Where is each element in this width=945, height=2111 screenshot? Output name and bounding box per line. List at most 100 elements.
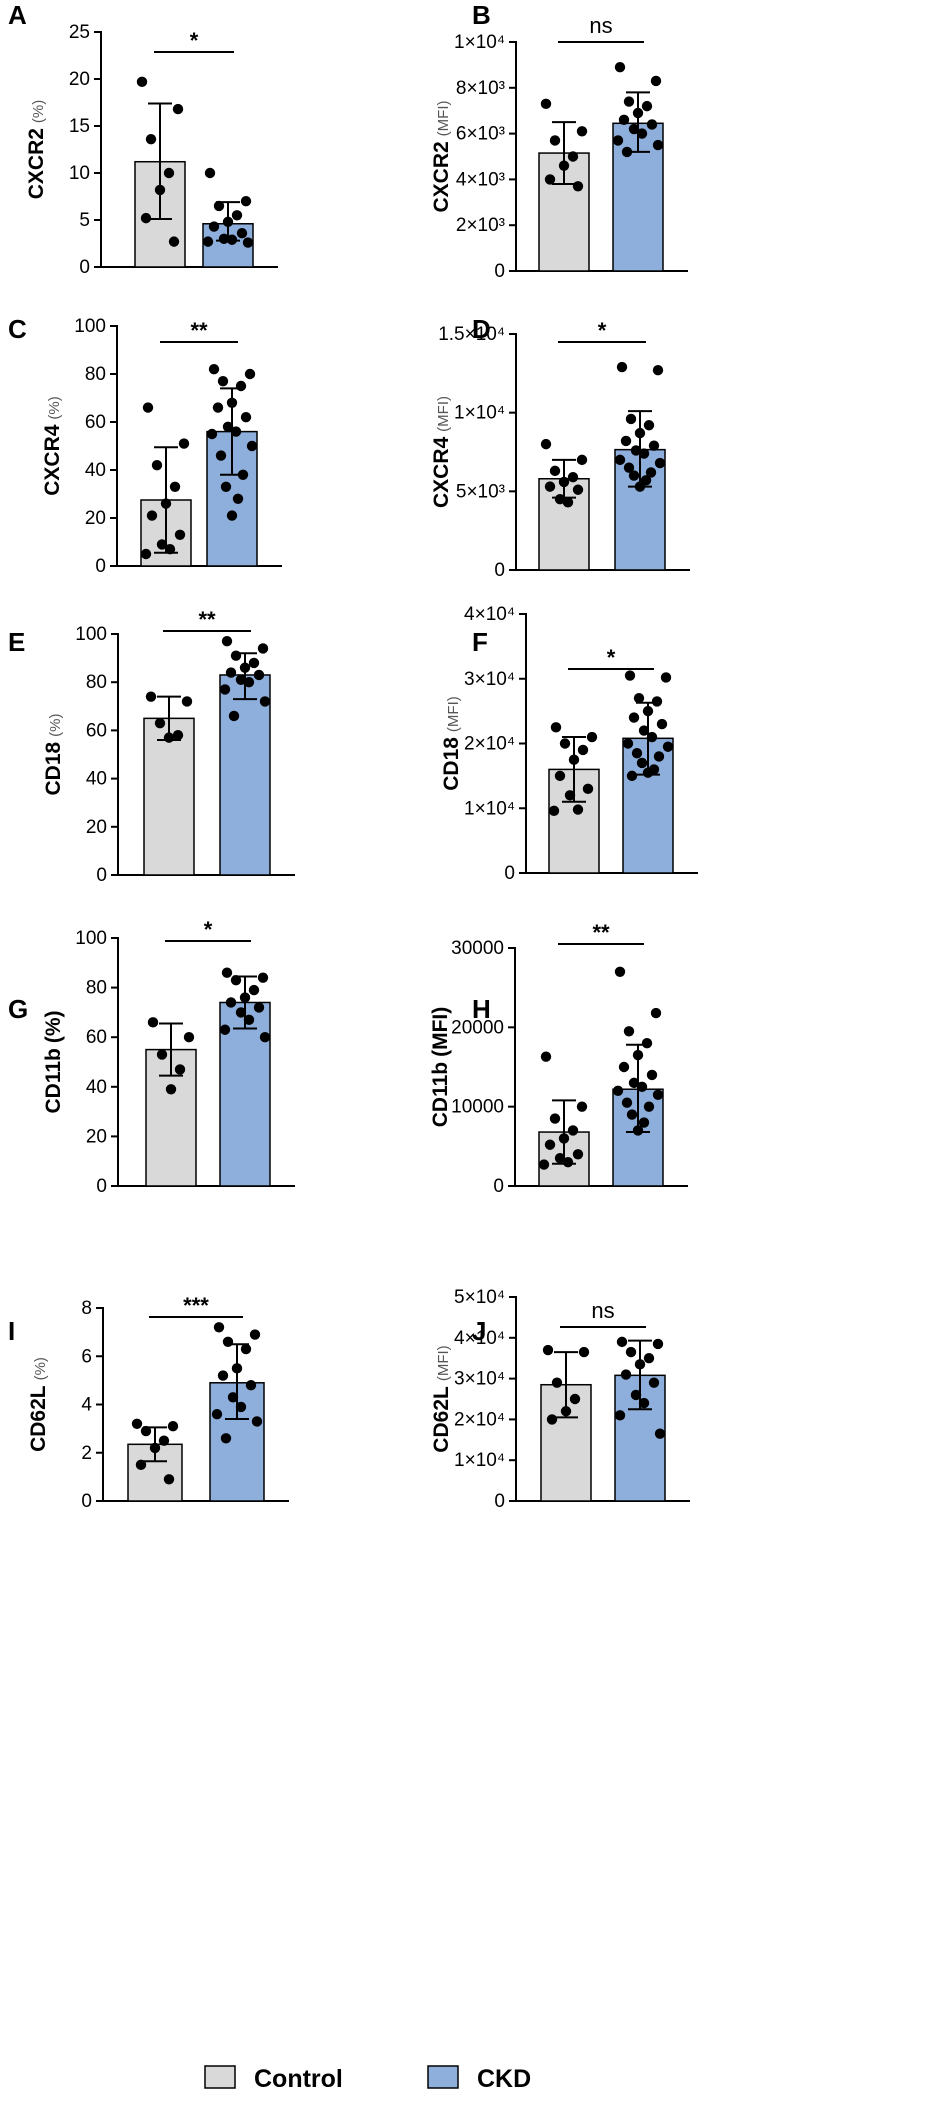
y-tick-label: 15 bbox=[69, 116, 90, 137]
data-point bbox=[213, 200, 225, 212]
data-point bbox=[168, 236, 180, 247]
data-point bbox=[235, 674, 247, 685]
legend-swatch-control bbox=[204, 2065, 236, 2089]
y-tick-label: 40 bbox=[86, 769, 107, 790]
data-point bbox=[554, 494, 566, 505]
data-point bbox=[620, 1369, 632, 1380]
data-point bbox=[222, 1336, 234, 1347]
data-point bbox=[542, 1344, 554, 1356]
data-point bbox=[163, 1474, 175, 1485]
panel-f: F 0 1×10⁴ 2×10⁴ 3×10⁴ 4×10⁴ CD18 (MFI) * bbox=[440, 604, 698, 884]
data-point bbox=[178, 438, 190, 449]
data-point bbox=[567, 471, 579, 483]
data-point bbox=[240, 412, 252, 423]
y-axis-label-unit: (%) bbox=[42, 1010, 65, 1043]
data-point bbox=[630, 445, 642, 456]
data-point bbox=[259, 1032, 271, 1043]
data-point bbox=[554, 770, 566, 782]
significance-label: ns bbox=[589, 13, 612, 38]
y-tick-label: 0 bbox=[493, 1176, 504, 1197]
y-tick-label: 80 bbox=[86, 672, 107, 693]
y-axis-label: CD11b (MFI) bbox=[429, 1007, 452, 1128]
data-point bbox=[240, 196, 252, 207]
y-axis-label-unit: (MFI) bbox=[435, 100, 452, 136]
y-axis-label-name: CD62L bbox=[430, 1386, 453, 1453]
data-point bbox=[147, 1017, 159, 1028]
data-point bbox=[227, 1392, 239, 1403]
data-point bbox=[622, 738, 634, 749]
data-point bbox=[544, 174, 556, 185]
data-point bbox=[641, 100, 653, 112]
data-point bbox=[249, 1329, 261, 1340]
y-tick-label: 3×10⁴ bbox=[464, 669, 515, 690]
y-tick-label: 80 bbox=[85, 364, 106, 385]
data-point bbox=[646, 731, 658, 743]
panel-letter: I bbox=[8, 1316, 15, 1346]
data-point bbox=[235, 1401, 247, 1413]
panel-i: I 0 2 4 6 8 CD62L (%) *** bbox=[8, 1293, 289, 1512]
data-point bbox=[559, 738, 571, 749]
data-point bbox=[560, 1406, 572, 1417]
data-point bbox=[213, 1322, 225, 1333]
data-point bbox=[151, 460, 163, 471]
bar-control bbox=[143, 717, 195, 876]
data-point bbox=[612, 1085, 624, 1097]
y-tick-label: 2×10³ bbox=[456, 215, 505, 236]
panel-letter: A bbox=[8, 0, 27, 30]
data-point bbox=[219, 684, 231, 695]
data-point bbox=[243, 1014, 255, 1026]
data-point bbox=[636, 1081, 648, 1093]
panel-c: C 0 20 40 60 80 100 CXCR4 (%) ** bbox=[8, 314, 282, 577]
data-point bbox=[638, 448, 650, 459]
panel-g: G 0 20 40 60 80 100 CD11b (%) * bbox=[8, 917, 295, 1197]
data-point bbox=[614, 454, 626, 466]
panel-letter: B bbox=[472, 0, 491, 30]
data-point bbox=[544, 1139, 556, 1150]
data-point bbox=[183, 1032, 195, 1043]
data-point bbox=[217, 376, 229, 387]
panel-b: B 0 2×10³ 4×10³ 6×10³ 8×10³ 1×10⁴ CXCR2 (MFI) ns bbox=[430, 0, 688, 282]
data-point bbox=[616, 1336, 628, 1348]
data-point bbox=[651, 696, 663, 707]
y-tick-label: 1.5×10⁴ bbox=[438, 324, 505, 345]
y-tick-label: 0 bbox=[494, 1491, 505, 1512]
data-point bbox=[586, 731, 598, 743]
data-point bbox=[656, 718, 668, 730]
significance-label: * bbox=[204, 917, 213, 942]
data-point bbox=[572, 484, 584, 495]
significance-label: * bbox=[607, 645, 616, 670]
data-point bbox=[257, 972, 269, 983]
y-axis-label-unit: (%) bbox=[30, 100, 47, 123]
data-point bbox=[652, 1338, 664, 1350]
data-point bbox=[154, 717, 166, 729]
y-tick-label: 1×10⁴ bbox=[454, 32, 505, 53]
panel-e: E 0 20 40 60 80 100 CD18 (%) ** bbox=[8, 607, 295, 886]
data-point bbox=[554, 1153, 566, 1164]
data-point bbox=[544, 481, 556, 492]
y-tick-label: 0 bbox=[96, 1176, 107, 1197]
y-tick-label: 5 bbox=[79, 210, 90, 231]
data-point bbox=[643, 1101, 655, 1112]
data-point bbox=[136, 76, 148, 88]
data-point bbox=[165, 1084, 177, 1095]
y-tick-label: 40 bbox=[85, 460, 106, 481]
y-axis-label-name: CD18 bbox=[440, 737, 463, 791]
data-point bbox=[576, 1101, 588, 1112]
data-point bbox=[642, 767, 654, 778]
data-point bbox=[638, 1117, 650, 1128]
data-point bbox=[546, 1414, 558, 1425]
data-point bbox=[551, 1377, 563, 1388]
y-tick-label: 80 bbox=[86, 978, 107, 999]
data-point bbox=[218, 233, 230, 244]
y-tick-label: 1×10⁴ bbox=[464, 798, 515, 819]
y-tick-label: 4 bbox=[81, 1395, 92, 1416]
data-point bbox=[654, 1428, 666, 1439]
data-point bbox=[652, 1089, 664, 1100]
y-axis-label-name: CXCR4 bbox=[430, 437, 453, 509]
data-point bbox=[576, 454, 588, 466]
y-tick-label: 10000 bbox=[451, 1097, 504, 1118]
data-point bbox=[634, 1359, 646, 1370]
y-axis-label: CD18 (MFI) bbox=[440, 696, 463, 791]
data-point bbox=[222, 421, 234, 432]
data-point bbox=[230, 650, 242, 661]
